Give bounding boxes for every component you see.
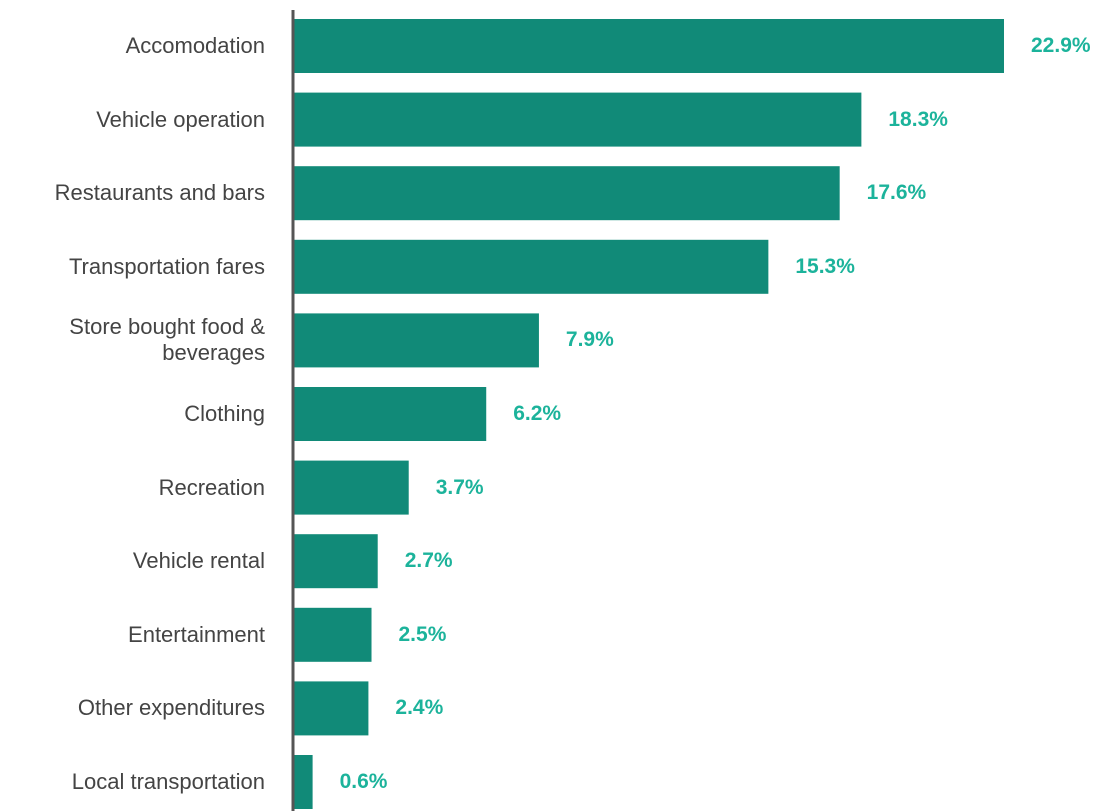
category-label: Clothing: [184, 401, 265, 426]
value-label: 7.9%: [565, 328, 614, 352]
value-label: 22.9%: [1031, 34, 1091, 57]
bar: [294, 92, 862, 147]
category-label: Other expenditures: [77, 695, 265, 721]
value-label: 6.2%: [513, 402, 562, 425]
category-label: Entertainment: [128, 621, 265, 647]
bar: [294, 387, 487, 441]
bar: [294, 313, 539, 368]
category-label: Store bought food & beverages: [69, 314, 265, 366]
bar: [294, 19, 1004, 73]
value-label: 2.4%: [395, 696, 444, 720]
category-label: Local transportation: [71, 769, 265, 794]
bar: [294, 166, 840, 221]
value-label: 3.7%: [435, 475, 484, 499]
bar: [294, 755, 313, 809]
category-label: Vehicle rental: [132, 548, 265, 574]
value-label: 17.6%: [866, 181, 927, 205]
value-label: 2.5%: [398, 622, 447, 646]
category-label: Restaurants and bars: [54, 180, 265, 206]
bar: [294, 239, 769, 294]
value-label: 15.3%: [795, 254, 855, 278]
value-label: 2.7%: [404, 549, 453, 573]
bar: [294, 460, 409, 515]
category-label: Accomodation: [125, 33, 265, 58]
bar: [294, 681, 369, 736]
value-label: 18.3%: [888, 107, 948, 131]
category-label: Transportation fares: [68, 253, 265, 279]
category-label: Vehicle operation: [96, 106, 265, 132]
bar: [294, 607, 372, 662]
value-label: 0.6%: [339, 770, 388, 793]
bar: [294, 534, 378, 589]
category-label: Recreation: [158, 474, 265, 500]
